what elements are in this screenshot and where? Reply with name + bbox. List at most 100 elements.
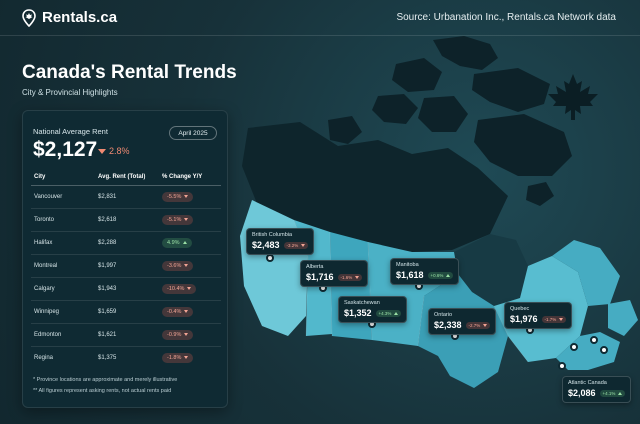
province-change-badge: -1.7% <box>541 315 567 323</box>
province-card[interactable]: Manitoba $1,618 +0.6% <box>390 258 460 285</box>
location-marker[interactable] <box>558 362 566 370</box>
location-marker[interactable] <box>590 336 598 344</box>
page-subtitle: City & Provincial Highlights <box>22 88 118 97</box>
province-card[interactable]: Saskatchewan $1,352 +4.3% <box>338 296 408 323</box>
city-rent: $1,659 <box>95 300 159 324</box>
province-name: Quebec <box>510 306 530 312</box>
table-row: Edmonton $1,621 -0.9% <box>31 323 221 347</box>
brand-name: Rentals.ca <box>42 9 118 26</box>
province-rent: $1,976 <box>510 314 538 324</box>
province-change-badge: +4.1% <box>599 389 626 397</box>
city-name: Vancouver <box>31 185 95 209</box>
change-value: -3.6% <box>167 262 182 269</box>
change-value: -0.9% <box>167 331 182 338</box>
city-change-cell: -1.8% <box>159 346 221 369</box>
province-value-row: $2,338 -2.7% <box>434 320 491 330</box>
down-arrow-icon <box>483 323 488 327</box>
province-rent: $2,086 <box>568 388 596 398</box>
down-arrow-icon <box>187 287 192 290</box>
change-badge: -5.1% <box>162 214 194 225</box>
change-badge: -1.8% <box>162 352 194 363</box>
top-bar: Rentals.ca Source: Urbanation Inc., Rent… <box>0 0 640 36</box>
province-change-badge: +4.3% <box>375 309 402 317</box>
footnote-1: * Province locations are approximate and… <box>33 377 178 383</box>
source-note: Source: Urbanation Inc., Rentals.ca Netw… <box>396 12 616 23</box>
province-card[interactable]: Alberta $1,716 -1.6% <box>300 260 369 287</box>
table-row: Winnipeg $1,659 -0.4% <box>31 300 221 324</box>
change-value: -5.5% <box>167 193 182 200</box>
location-marker[interactable] <box>600 346 608 354</box>
header-change: % Change Y/Y <box>159 169 221 186</box>
change-badge: 4.9% <box>162 237 192 248</box>
province-card[interactable]: Quebec $1,976 -1.7% <box>504 302 573 329</box>
national-label: National Average Rent <box>33 127 108 136</box>
down-arrow-icon <box>355 275 360 279</box>
province-change-badge: -2.7% <box>465 321 491 329</box>
province-card[interactable]: British Columbia $2,483 -3.2% <box>246 228 315 255</box>
change-badge: -0.4% <box>162 306 194 317</box>
footnote-2: ** All figures represent asking rents, n… <box>33 388 172 394</box>
national-change: 2.8% <box>98 146 130 156</box>
city-rent: $1,375 <box>98 354 117 361</box>
change-badge: -5.5% <box>162 191 194 202</box>
city-rent: $1,997 <box>95 254 159 278</box>
change-badge: -0.9% <box>162 329 194 340</box>
city-rent: $1,943 <box>95 277 159 301</box>
province-change: +4.3% <box>378 310 392 316</box>
province-change: +0.6% <box>430 272 444 278</box>
table-row: Halifax $2,288 4.9% <box>31 231 221 255</box>
province-change: -3.2% <box>286 242 299 248</box>
city-change-cell: -5.1% <box>159 208 221 232</box>
down-arrow-icon <box>184 218 189 221</box>
up-arrow-icon <box>446 273 451 277</box>
city-rent: $2,618 <box>95 208 159 232</box>
northern-territories <box>242 122 508 252</box>
up-arrow-icon <box>182 241 187 244</box>
table-row: Regina $1,375 -1.8% <box>31 346 221 369</box>
table-row: Vancouver $2,831 -5.5% <box>31 185 221 209</box>
brand-logo[interactable]: Rentals.ca <box>22 8 118 27</box>
down-arrow-icon <box>184 333 189 336</box>
map-pin-icon <box>22 8 36 27</box>
down-arrow-icon <box>184 195 189 198</box>
header-city: City <box>31 169 95 186</box>
period-badge[interactable]: April 2025 <box>169 126 217 140</box>
change-badge: -3.6% <box>162 260 194 271</box>
location-marker[interactable] <box>570 343 578 351</box>
maple-leaf-icon <box>548 74 598 120</box>
change-badge: -10.4% <box>162 283 197 294</box>
city-name: Regina <box>34 354 54 361</box>
city-change-cell: -0.9% <box>159 323 221 347</box>
down-arrow-icon <box>184 310 189 313</box>
province-change-badge: -1.6% <box>337 273 363 281</box>
province-value-row: $2,086 +4.1% <box>568 388 626 398</box>
province-rent: $1,618 <box>396 270 424 280</box>
down-arrow-icon <box>559 317 564 321</box>
newfoundland <box>608 300 638 336</box>
rent-summary-panel: National Average Rent $2,127 2.8% April … <box>22 110 228 408</box>
header-rent: Avg. Rent (Total) <box>95 169 159 186</box>
province-value-row: $2,483 -3.2% <box>252 240 309 250</box>
province-card[interactable]: Ontario $2,338 -2.7% <box>428 308 497 335</box>
table-header-row: City Avg. Rent (Total) % Change Y/Y <box>31 169 221 186</box>
location-marker[interactable] <box>266 254 274 262</box>
province-card[interactable]: Atlantic Canada $2,086 +4.1% <box>562 376 632 403</box>
province-value-row: $1,618 +0.6% <box>396 270 454 280</box>
province-rent: $1,716 <box>306 272 334 282</box>
city-name: Montreal <box>31 254 95 278</box>
up-arrow-icon <box>618 391 623 395</box>
down-arrow-icon <box>301 243 306 247</box>
city-name: Toronto <box>31 208 95 232</box>
province-value-row: $1,976 -1.7% <box>510 314 567 324</box>
province-change: +4.1% <box>602 390 616 396</box>
province-change: -1.6% <box>340 274 353 280</box>
city-rent: $1,621 <box>95 323 159 347</box>
city-name: Edmonton <box>31 323 95 347</box>
province-rent: $2,338 <box>434 320 462 330</box>
province-change-badge: -3.2% <box>283 241 309 249</box>
province-name: Ontario <box>434 312 453 318</box>
arctic-islands <box>328 36 572 206</box>
province-rent: $1,352 <box>344 308 372 318</box>
change-value: -0.4% <box>167 308 182 315</box>
city-change-cell: -10.4% <box>159 277 221 301</box>
